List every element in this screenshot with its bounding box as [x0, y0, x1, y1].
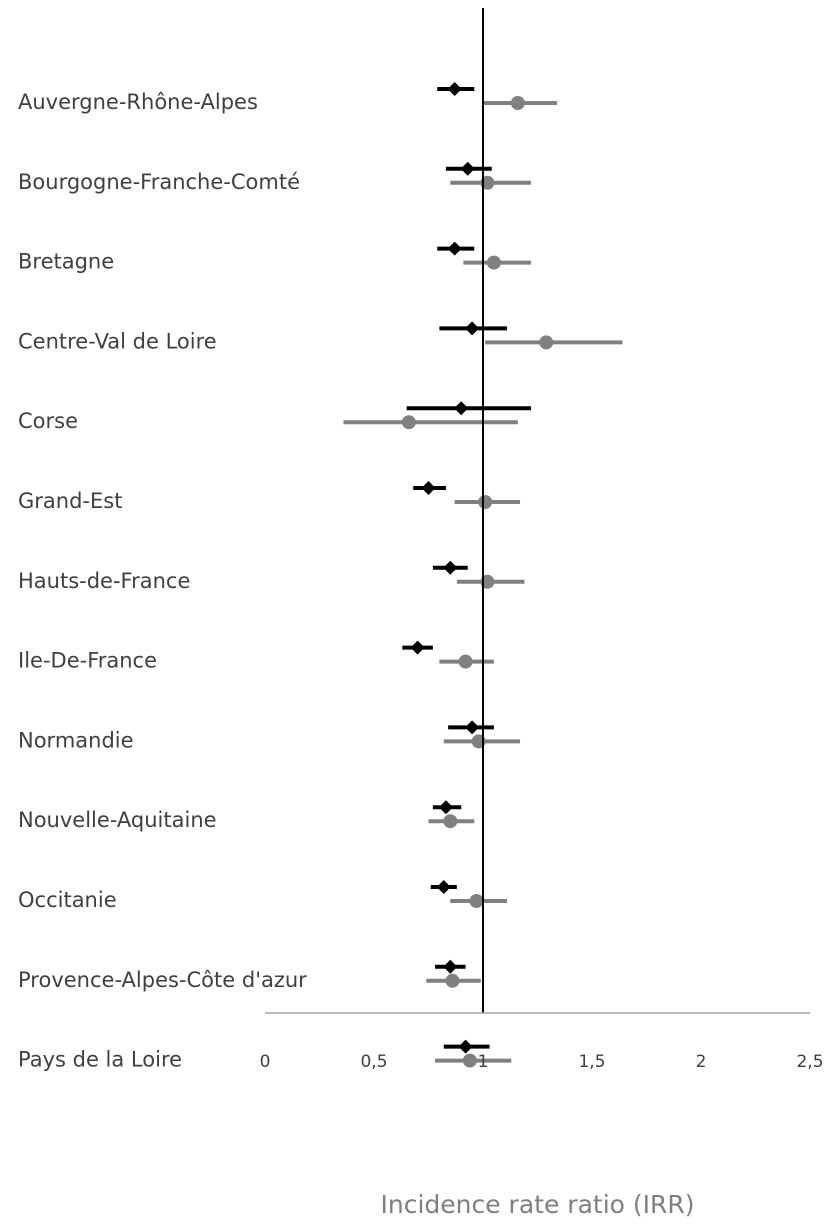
- point-estimate-circle: [401, 415, 416, 430]
- point-estimate-circle: [478, 495, 493, 509]
- category-label: Normandie: [18, 728, 134, 752]
- x-axis-title: Incidence rate ratio (IRR): [380, 1190, 694, 1219]
- category-label: Corse: [18, 409, 78, 433]
- category-label: Occitanie: [18, 888, 117, 912]
- category-label: Centre-Val de Loire: [18, 329, 217, 353]
- point-estimate-diamond: [465, 720, 480, 735]
- category-label: Nouvelle-Aquitaine: [18, 808, 217, 832]
- point-estimate-circle: [458, 654, 473, 669]
- point-estimate-diamond: [410, 640, 425, 655]
- category-label: Grand-Est: [18, 489, 122, 513]
- category-label: Provence-Alpes-Côte d'azur: [18, 968, 307, 992]
- point-estimate-circle: [443, 814, 458, 829]
- point-estimate-diamond: [443, 560, 458, 575]
- point-estimate-diamond: [438, 800, 453, 815]
- point-estimate-diamond: [447, 241, 462, 256]
- point-estimate-diamond: [443, 959, 458, 974]
- category-label: Bretagne: [18, 250, 114, 274]
- x-tick-label: 1,5: [578, 1052, 605, 1072]
- point-estimate-diamond: [436, 880, 451, 894]
- category-label: Auvergne-Rhône-Alpes: [18, 90, 258, 114]
- x-tick-label: 1: [478, 1052, 489, 1072]
- point-estimate-diamond: [460, 161, 475, 176]
- x-tick-label: 2: [696, 1052, 707, 1072]
- point-estimate-circle: [486, 255, 501, 270]
- point-estimate-diamond: [421, 481, 436, 495]
- point-estimate-diamond: [458, 1039, 473, 1054]
- point-estimate-circle: [469, 894, 484, 908]
- category-label: Ile-De-France: [18, 649, 157, 673]
- point-estimate-diamond: [454, 401, 469, 416]
- point-estimate-diamond: [447, 82, 462, 96]
- x-tick-label: 0: [260, 1052, 271, 1072]
- point-estimate-circle: [510, 96, 525, 110]
- category-labels: Auvergne-Rhône-Alpes Bourgogne-Franche-Co…: [18, 90, 307, 1072]
- x-tick-label: 0,5: [360, 1052, 387, 1072]
- category-label: Bourgogne-Franche-Comté: [18, 170, 300, 194]
- category-label: Hauts-de-France: [18, 569, 190, 593]
- category-label: Pays de la Loire: [18, 1048, 182, 1072]
- x-tick-label: 2,5: [796, 1052, 823, 1072]
- point-estimate-circle: [462, 1053, 477, 1068]
- point-estimate-circle: [539, 335, 554, 350]
- x-tick-labels: 0 0,5 1 1,5 2 2,5: [260, 1052, 824, 1072]
- point-estimate-circle: [445, 973, 460, 988]
- point-estimate-diamond: [465, 321, 480, 336]
